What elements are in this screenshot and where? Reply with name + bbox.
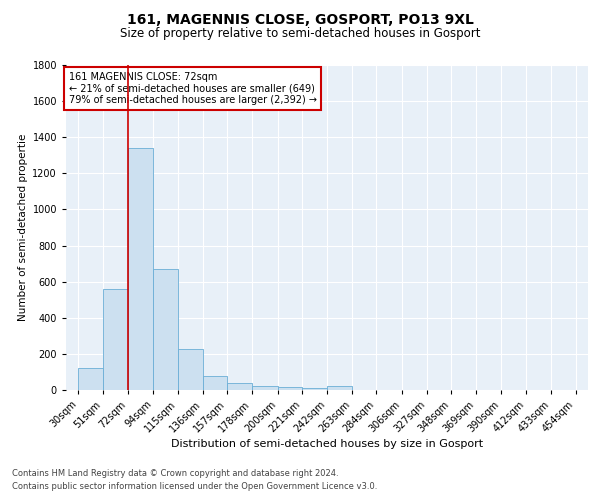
Text: 161, MAGENNIS CLOSE, GOSPORT, PO13 9XL: 161, MAGENNIS CLOSE, GOSPORT, PO13 9XL xyxy=(127,12,473,26)
Bar xyxy=(103,289,128,390)
Text: 161 MAGENNIS CLOSE: 72sqm
← 21% of semi-detached houses are smaller (649)
79% of: 161 MAGENNIS CLOSE: 72sqm ← 21% of semi-… xyxy=(68,72,317,104)
Bar xyxy=(252,386,278,390)
Bar xyxy=(128,148,154,390)
Bar xyxy=(278,388,302,390)
Text: Size of property relative to semi-detached houses in Gosport: Size of property relative to semi-detach… xyxy=(120,28,480,40)
Bar xyxy=(79,368,103,390)
Y-axis label: Number of semi-detached propertie: Number of semi-detached propertie xyxy=(18,134,28,321)
Bar xyxy=(203,376,227,390)
Bar xyxy=(154,269,178,390)
Bar xyxy=(327,386,352,390)
Bar xyxy=(178,350,203,390)
Bar xyxy=(227,383,252,390)
Bar xyxy=(302,388,327,390)
Text: Contains HM Land Registry data © Crown copyright and database right 2024.: Contains HM Land Registry data © Crown c… xyxy=(12,468,338,477)
Text: Contains public sector information licensed under the Open Government Licence v3: Contains public sector information licen… xyxy=(12,482,377,491)
X-axis label: Distribution of semi-detached houses by size in Gosport: Distribution of semi-detached houses by … xyxy=(171,440,483,450)
